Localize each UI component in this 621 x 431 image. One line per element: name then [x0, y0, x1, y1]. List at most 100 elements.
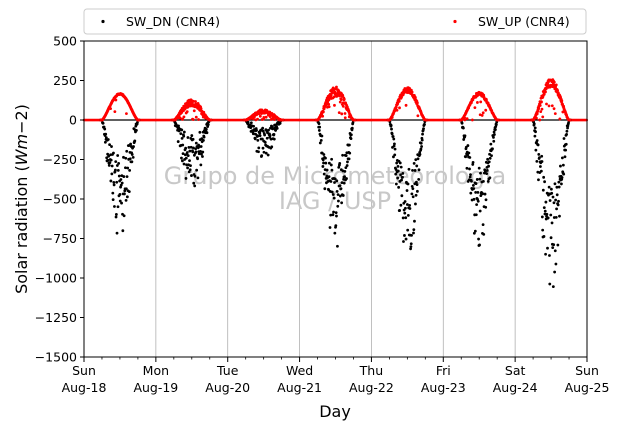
sw-dn-point [115, 231, 119, 235]
sw-dn-point [318, 125, 322, 129]
sw-dn-point [343, 175, 346, 179]
sw-dn-point [122, 214, 126, 218]
sw-up-point [113, 110, 117, 114]
sw-dn-point [405, 203, 409, 206]
sw-dn-point [252, 124, 256, 128]
legend-marker-sw-dn [101, 19, 105, 24]
sw-dn-point [460, 121, 464, 125]
sw-dn-point [118, 193, 122, 196]
sw-dn-point [110, 145, 113, 148]
sw-dn-point [411, 187, 415, 191]
sw-dn-point [119, 183, 123, 187]
sw-dn-point [400, 178, 403, 182]
sw-up-point [209, 118, 213, 122]
sw-up-point [353, 118, 357, 122]
sw-dn-point [336, 204, 340, 208]
sw-dn-point [398, 209, 401, 212]
sw-dn-point [332, 210, 335, 214]
sw-dn-point [486, 180, 490, 183]
sw-dn-point [466, 144, 470, 147]
sw-up-point [415, 101, 419, 105]
sw-dn-point [416, 157, 420, 161]
sw-dn-point [177, 124, 180, 128]
sw-dn-point [271, 127, 275, 131]
sw-up-point [258, 114, 262, 118]
sw-dn-point [465, 166, 469, 170]
sw-dn-point [401, 216, 405, 220]
sw-dn-point [124, 198, 128, 202]
sw-dn-point [195, 168, 199, 172]
sw-dn-point [471, 160, 475, 164]
sw-dn-point [489, 142, 493, 146]
x-tick-date-label: Aug-18 [62, 380, 107, 395]
sw-dn-point [181, 152, 185, 156]
sw-dn-point [124, 166, 127, 170]
watermark-line-2: IAG / USP [279, 187, 391, 215]
sw-up-point [185, 110, 189, 113]
sw-dn-point [107, 154, 111, 158]
sw-dn-point [261, 146, 265, 150]
sw-up-point [191, 118, 195, 121]
sw-dn-point [395, 161, 399, 165]
sw-up-point [262, 115, 266, 119]
x-tick-day-label: Sun [575, 363, 599, 378]
sw-dn-point [116, 154, 120, 157]
sw-dn-point [421, 132, 424, 136]
sw-dn-point [257, 146, 261, 150]
sw-up-point [538, 118, 542, 122]
sw-dn-point [263, 140, 267, 144]
sw-dn-point [104, 132, 108, 136]
sw-dn-point [191, 137, 195, 141]
sw-dn-point [190, 134, 194, 137]
sw-dn-point [129, 142, 132, 146]
sw-dn-point [417, 177, 421, 181]
sw-dn-point [273, 123, 277, 127]
sw-dn-point [335, 214, 338, 218]
sw-dn-point [180, 128, 184, 132]
sw-dn-point [187, 145, 191, 149]
sw-dn-point [554, 262, 558, 266]
sw-dn-point [190, 174, 193, 177]
sw-dn-point [542, 235, 546, 238]
sw-dn-point [125, 149, 129, 153]
sw-up-point [535, 116, 538, 120]
sw-dn-point [401, 175, 404, 179]
sw-up-point [137, 118, 141, 122]
watermark-line-1: Grupo de Micrometeorologia [164, 162, 506, 190]
sw-dn-point [538, 156, 541, 160]
sw-dn-point [321, 158, 325, 162]
sw-dn-point [391, 135, 395, 138]
sw-dn-point [120, 181, 124, 185]
sw-dn-point [422, 127, 425, 131]
sw-up-point [192, 109, 196, 113]
sw-dn-point [475, 178, 479, 181]
sw-dn-point [420, 138, 424, 142]
sw-dn-point [481, 192, 485, 196]
sw-dn-point [553, 182, 557, 186]
sw-dn-point [559, 164, 562, 168]
sw-dn-point [272, 137, 276, 141]
sw-dn-point [200, 152, 203, 156]
sw-dn-point [264, 151, 268, 155]
sw-up-point [541, 115, 545, 119]
sw-dn-point [399, 173, 402, 177]
sw-dn-point [193, 184, 197, 188]
sw-dn-point [117, 161, 121, 165]
sw-dn-point [555, 207, 558, 211]
sw-dn-point [111, 198, 115, 202]
sw-dn-point [327, 175, 331, 179]
sw-dn-point [338, 184, 342, 188]
sw-dn-point [405, 189, 409, 192]
sw-dn-point [390, 127, 393, 131]
sw-dn-point [492, 130, 496, 134]
grid-lines [155, 41, 516, 357]
sw-dn-point [180, 136, 184, 140]
sw-dn-point [274, 129, 278, 132]
sw-dn-point [553, 270, 557, 274]
sw-dn-point [199, 145, 203, 148]
sw-dn-point [115, 180, 119, 184]
sw-dn-point [543, 180, 547, 184]
sw-dn-point [552, 201, 556, 205]
sw-dn-point [104, 136, 108, 140]
sw-up-point [178, 116, 182, 120]
